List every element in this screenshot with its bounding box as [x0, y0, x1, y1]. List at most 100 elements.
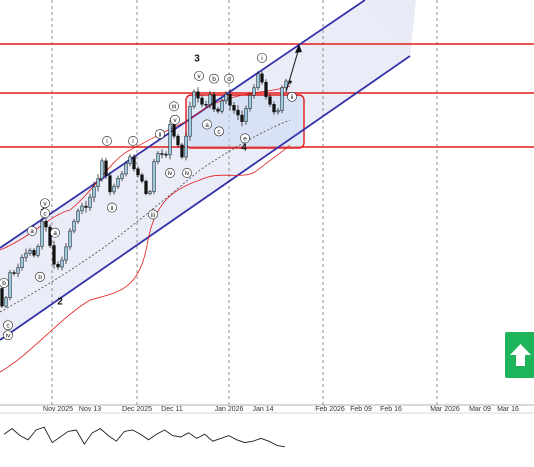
- wave-label-minor: ii: [287, 91, 297, 102]
- wave-label-text: a: [30, 228, 34, 235]
- candle-bullish: [40, 220, 44, 247]
- candle-bearish: [84, 205, 88, 208]
- candle-bearish: [160, 153, 164, 155]
- candle-bullish: [92, 186, 96, 198]
- wave-label-minor: a: [202, 119, 212, 130]
- wave-label-circle: [169, 101, 179, 112]
- candle-bearish: [140, 174, 144, 182]
- candle-bullish: [244, 108, 248, 122]
- candle-bullish: [28, 250, 32, 254]
- wave-label-text: v: [197, 73, 201, 80]
- wave-label-minor: b: [0, 277, 9, 288]
- x-tick-label: Nov 2025: [43, 406, 73, 413]
- wave-label-circle: [287, 91, 297, 102]
- wave-label-circle: [107, 202, 117, 213]
- wave-label-text: ii: [291, 94, 294, 101]
- x-tick-label: Feb 2026: [315, 406, 345, 413]
- candle-bearish: [144, 180, 148, 194]
- candle-bearish: [272, 104, 276, 113]
- candle-bullish: [128, 156, 132, 164]
- candle-bearish: [216, 108, 220, 112]
- wave-label-circle: [3, 330, 13, 341]
- candle-bearish: [176, 135, 180, 146]
- wave-label-circle: [194, 70, 204, 81]
- candle-bearish: [104, 160, 108, 176]
- candle-bearish: [240, 114, 244, 122]
- wave-label-text: ii: [159, 131, 162, 138]
- wave-label-circle: [182, 168, 192, 178]
- candle-bearish: [132, 156, 136, 170]
- candle-bearish: [164, 153, 168, 156]
- projection-fan: [365, 0, 416, 56]
- wave-label-circle: [50, 227, 60, 238]
- candle-bullish: [100, 160, 104, 180]
- x-tick-label: Mar 09: [469, 406, 491, 413]
- candle-bearish: [260, 73, 264, 83]
- up-signal-button[interactable]: [505, 332, 534, 378]
- candle-bearish: [264, 81, 268, 97]
- candle-bearish: [200, 97, 204, 105]
- candlestick-series: [0, 71, 292, 308]
- wave-label-text: c: [6, 323, 10, 330]
- candle-bullish: [88, 196, 92, 208]
- wave-label-text: i: [106, 138, 107, 145]
- wave-label-minor: ii: [107, 202, 117, 213]
- candle-bullish: [24, 252, 28, 258]
- candle-bullish: [256, 73, 260, 89]
- oscillator-line: [3, 426, 286, 448]
- wave-label-minor: c: [40, 208, 50, 219]
- wave-label-text: e: [243, 136, 247, 143]
- candle-bullish: [148, 191, 152, 194]
- candle-bearish: [48, 226, 52, 246]
- wave-label-minor: iii: [169, 101, 179, 112]
- candle-bullish: [248, 95, 252, 109]
- wave-label-text: iv: [168, 170, 173, 177]
- candle-bullish: [220, 100, 224, 112]
- wave-label-circle: [240, 133, 250, 144]
- candle-bullish: [184, 135, 188, 158]
- candle-bullish: [124, 163, 128, 175]
- wave-label-text: ii: [111, 205, 114, 212]
- vertical-gridlines: [51, 0, 438, 405]
- wave-label-minor: iv: [3, 330, 13, 341]
- candle-bearish: [108, 175, 112, 193]
- candle-bullish: [156, 153, 160, 163]
- wave-label-circle: [165, 168, 175, 178]
- candle-bearish: [196, 91, 200, 99]
- candle-bearish: [232, 105, 236, 111]
- projection-arrow-line: [285, 47, 300, 93]
- wave-label-text: iv: [6, 333, 11, 340]
- x-tick-label: Nov 13: [79, 406, 101, 413]
- candle-bullish: [120, 173, 124, 179]
- candle-bullish: [208, 94, 212, 105]
- wave-label-circle: [0, 277, 9, 288]
- wave-label-text: v: [43, 201, 47, 208]
- candle-bullish: [60, 259, 64, 268]
- wave-label-text: iii: [151, 212, 155, 219]
- wave-label-text: d: [227, 76, 231, 83]
- wave-label-minor: iii: [148, 209, 158, 220]
- candle-bearish: [12, 272, 16, 274]
- wave-label-major: 4: [241, 143, 247, 154]
- wave-label-major: 3: [194, 54, 200, 65]
- candle-bearish: [212, 94, 216, 110]
- wave-label-circle: [102, 136, 112, 146]
- wave-label-circle: [155, 129, 165, 139]
- projection-arrowhead: [295, 44, 302, 53]
- candle-bullish: [68, 230, 72, 248]
- candle-bullish: [252, 87, 256, 96]
- candle-bullish: [152, 161, 156, 192]
- wave-label-major: 2: [57, 297, 63, 308]
- wave-label-text: c: [43, 211, 47, 218]
- wave-label-text: c: [217, 129, 221, 136]
- candle-bullish: [96, 178, 100, 187]
- candle-bullish: [76, 210, 80, 222]
- candle-bullish: [280, 87, 284, 111]
- candle-bearish: [180, 144, 184, 158]
- wave-label-text: b: [2, 280, 6, 287]
- candle-bearish: [268, 96, 272, 105]
- candle-bullish: [20, 257, 24, 268]
- candle-bullish: [72, 221, 76, 232]
